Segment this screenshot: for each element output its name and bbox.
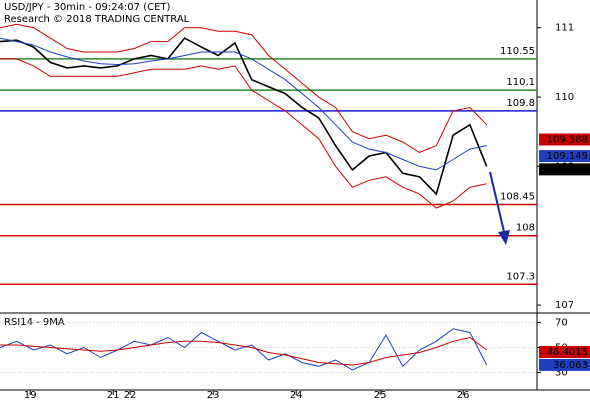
series-line xyxy=(0,328,488,371)
chart-title: USD/JPY - 30min - 09:24:07 (CET) xyxy=(4,2,171,13)
x-tick-label: 25 xyxy=(374,390,387,400)
x-tick-label: 26 xyxy=(457,390,470,400)
level-label: 110.1 xyxy=(506,77,535,88)
rsi-title: RSI14 - 9MA xyxy=(4,317,65,328)
price-tag-label: 108.957 xyxy=(547,164,588,175)
price-tag-label: 36.063 xyxy=(553,360,588,371)
level-label: 107.3 xyxy=(506,271,535,282)
level-label: 108.45 xyxy=(500,192,535,203)
x-tick-label: 21 xyxy=(107,390,120,400)
series-line xyxy=(0,58,487,209)
level-label: 109.8 xyxy=(506,98,535,109)
series-line xyxy=(0,23,488,154)
level-label: 108 xyxy=(516,223,535,234)
price-tag-label: 109.149 xyxy=(547,151,588,162)
series-line xyxy=(0,336,487,366)
y-tick-label: 30 xyxy=(555,368,568,379)
price-tag xyxy=(539,358,590,371)
level-label: 110.55 xyxy=(500,46,535,57)
y-tick-label: 110 xyxy=(555,92,574,103)
series-line xyxy=(0,37,487,171)
price-tag xyxy=(539,163,590,176)
series-line xyxy=(0,37,488,196)
price-tag xyxy=(539,133,590,146)
y-tick-label: 107 xyxy=(555,300,574,311)
forecast-arrow xyxy=(489,171,506,237)
price-tag xyxy=(539,345,590,358)
price-tag-label: 109.388 xyxy=(547,134,588,145)
x-tick-label: 19 xyxy=(24,390,37,400)
x-tick-label: 22 xyxy=(124,390,137,400)
y-tick-label: 70 xyxy=(555,318,568,329)
y-tick-label: 111 xyxy=(555,23,574,34)
price-tag xyxy=(539,150,590,163)
price-tag-label: 46.4015 xyxy=(547,347,588,358)
forecast-arrowhead xyxy=(498,230,510,245)
x-tick-label: 24 xyxy=(290,390,303,400)
chart-subtitle: Research © 2018 TRADING CENTRAL xyxy=(4,14,190,25)
x-tick-label: 23 xyxy=(207,390,220,400)
